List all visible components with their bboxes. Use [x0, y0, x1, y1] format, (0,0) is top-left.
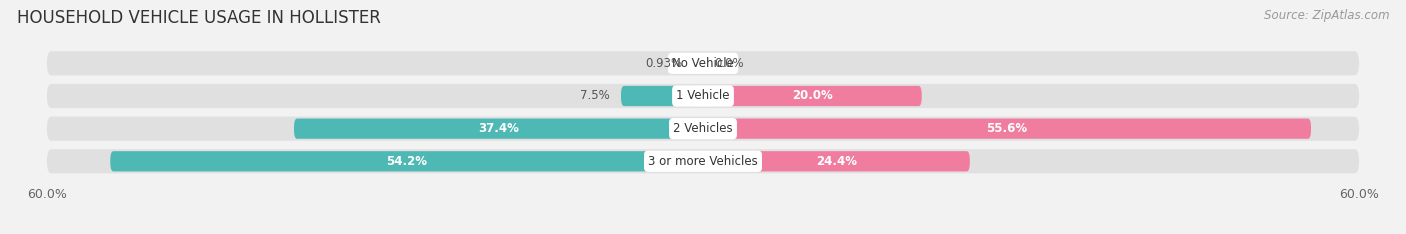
FancyBboxPatch shape	[703, 119, 1310, 139]
Text: 24.4%: 24.4%	[815, 155, 856, 168]
Text: 0.0%: 0.0%	[714, 57, 744, 70]
Text: 55.6%: 55.6%	[987, 122, 1028, 135]
FancyBboxPatch shape	[703, 151, 970, 172]
FancyBboxPatch shape	[110, 151, 703, 172]
FancyBboxPatch shape	[46, 84, 1360, 108]
Text: 37.4%: 37.4%	[478, 122, 519, 135]
FancyBboxPatch shape	[46, 51, 1360, 75]
FancyBboxPatch shape	[621, 86, 703, 106]
Text: 7.5%: 7.5%	[581, 89, 610, 102]
FancyBboxPatch shape	[703, 86, 922, 106]
FancyBboxPatch shape	[294, 119, 703, 139]
FancyBboxPatch shape	[46, 117, 1360, 141]
FancyBboxPatch shape	[693, 53, 703, 73]
Text: 3 or more Vehicles: 3 or more Vehicles	[648, 155, 758, 168]
Text: 2 Vehicles: 2 Vehicles	[673, 122, 733, 135]
Text: 0.93%: 0.93%	[645, 57, 682, 70]
Text: HOUSEHOLD VEHICLE USAGE IN HOLLISTER: HOUSEHOLD VEHICLE USAGE IN HOLLISTER	[17, 9, 381, 27]
Text: 54.2%: 54.2%	[387, 155, 427, 168]
Text: No Vehicle: No Vehicle	[672, 57, 734, 70]
Text: 20.0%: 20.0%	[792, 89, 832, 102]
Text: 1 Vehicle: 1 Vehicle	[676, 89, 730, 102]
FancyBboxPatch shape	[46, 149, 1360, 173]
Text: Source: ZipAtlas.com: Source: ZipAtlas.com	[1264, 9, 1389, 22]
